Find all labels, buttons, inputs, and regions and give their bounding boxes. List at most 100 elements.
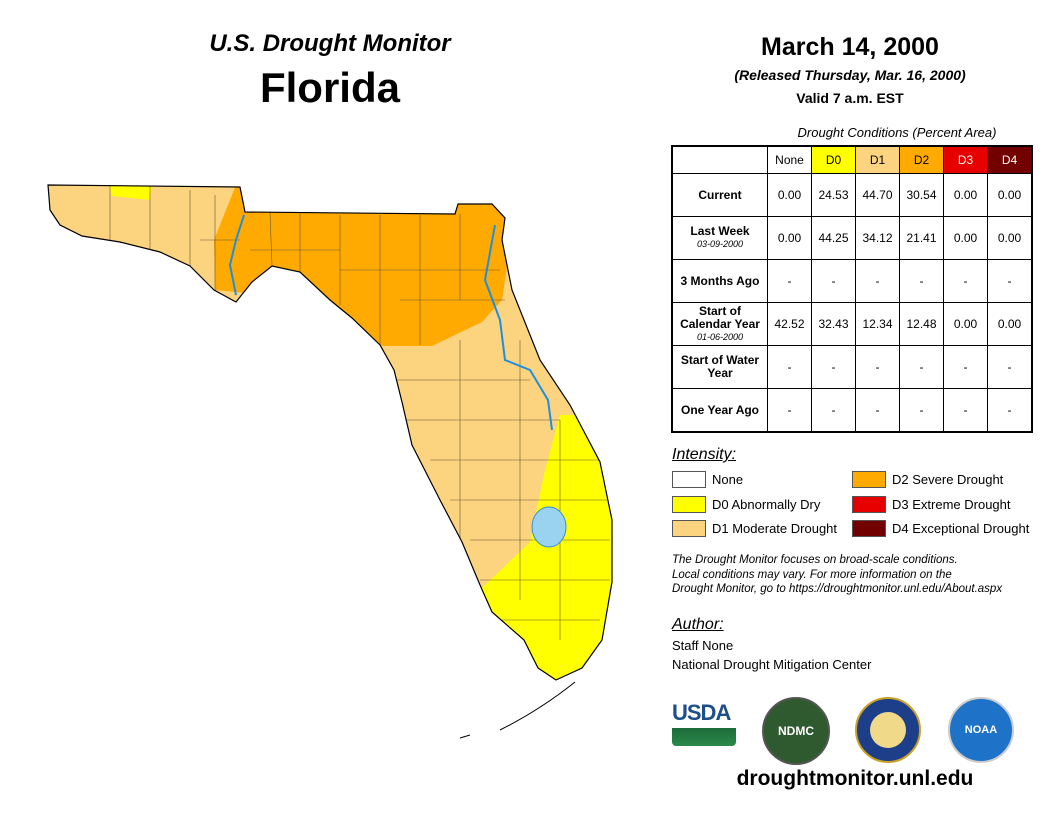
table-caption: Drought Conditions (Percent Area): [797, 125, 997, 140]
table-cell: 30.54: [899, 173, 944, 217]
table-row: Start of Calendar Year 01-06-2000 42.52 32.…: [671, 302, 1033, 346]
legend-label: D0 Abnormally Dry: [712, 496, 821, 512]
disclaimer-note: The Drought Monitor focuses on broad-sca…: [672, 553, 1042, 597]
table-row: Start of Water Year - - - - - -: [671, 345, 1033, 389]
table-cell: 0.00: [987, 216, 1033, 260]
legend-swatch: [672, 471, 706, 488]
legend-item: D4 Exceptional Drought: [852, 520, 1029, 537]
table-cell: -: [811, 345, 856, 389]
table-cell: 12.34: [855, 302, 900, 346]
author-heading: Author:: [672, 616, 724, 633]
table-cell: 42.52: [767, 302, 812, 346]
table-cell: -: [811, 388, 856, 433]
note-line: Drought Monitor, go to https://droughtmo…: [672, 583, 1003, 595]
note-line: Local conditions may vary. For more info…: [672, 568, 952, 581]
legend-label: D4 Exceptional Drought: [892, 521, 1030, 536]
col-d4: D4: [987, 145, 1033, 174]
table-cell: -: [767, 259, 812, 303]
map-title: Florida: [259, 64, 400, 111]
ndmc-logo: NDMC: [762, 697, 830, 765]
col-d1: D1: [855, 145, 900, 174]
row-label: One Year Ago: [671, 388, 768, 433]
table-cell: 44.25: [811, 216, 856, 260]
apalachicola-river: [228, 214, 245, 296]
commerce-seal-logo: [855, 697, 921, 763]
table-cell: 44.70: [855, 173, 900, 217]
table-cell: -: [899, 345, 944, 389]
table-cell: -: [987, 345, 1033, 389]
row-date: 01-06-2000: [696, 331, 744, 342]
table-cell: 0.00: [943, 216, 988, 260]
table-cell: -: [943, 259, 988, 303]
row-label: Start of Calendar Year 01-06-2000: [671, 302, 768, 346]
footer-url[interactable]: droughtmonitor.unl.edu: [736, 767, 974, 790]
author-name: Staff None: [672, 638, 734, 653]
table-cell: 0.00: [943, 302, 988, 346]
row-date: 03-09-2000: [696, 239, 744, 249]
table-cell: -: [855, 259, 900, 303]
lake-okeechobee: [531, 506, 567, 548]
row-label: 3 Months Ago: [671, 259, 768, 303]
legend-swatch: [852, 495, 886, 513]
table-cell: -: [987, 388, 1033, 433]
table-cell: 0.00: [987, 302, 1033, 346]
table-cell: 32.43: [811, 302, 856, 346]
table-cell: -: [899, 259, 944, 303]
row-label: Start of Water Year: [671, 345, 768, 389]
table-cell: 12.48: [899, 302, 944, 346]
legend-item: D1 Moderate Drought: [672, 520, 837, 537]
map-date: March 14, 2000: [761, 33, 939, 61]
release-date: (Released Thursday, Mar. 16, 2000): [734, 67, 966, 83]
usda-logo: USDA: [672, 700, 736, 748]
table-cell: 0.00: [767, 173, 812, 217]
map-subtitle: U.S. Drought Monitor: [209, 30, 451, 57]
table-cell: -: [767, 388, 812, 433]
table-row: One Year Ago - - - - - -: [671, 388, 1033, 433]
florida-keys: [459, 681, 576, 739]
d2-region: [214, 185, 520, 346]
legend-swatch: [672, 495, 706, 513]
table-cell: 0.00: [987, 173, 1033, 217]
note-line: The Drought Monitor focuses on broad-sca…: [672, 554, 958, 566]
table-cell: -: [943, 345, 988, 389]
noaa-logo: NOAA: [948, 697, 1014, 763]
table-cell: 0.00: [943, 173, 988, 217]
legend-swatch: [672, 520, 706, 537]
florida-map: [47, 184, 613, 739]
legend-label: D1 Moderate Drought: [712, 521, 838, 536]
table-cell: -: [855, 345, 900, 389]
legend-title: Intensity:: [672, 446, 737, 463]
table-cell: -: [855, 388, 900, 433]
legend-label: D3 Extreme Drought: [892, 496, 1011, 512]
row-label: Last Week 03-09-2000: [671, 216, 768, 260]
legend-swatch: [852, 520, 886, 537]
col-d0: D0: [811, 145, 856, 174]
table-row: 3 Months Ago - - - - - -: [671, 259, 1033, 303]
table-cell: 24.53: [811, 173, 856, 217]
drought-conditions-table: None D0 D1 D2 D3 D4 Current 0.00 24.53 44.7…: [671, 145, 1033, 433]
state-outline: [47, 184, 613, 681]
legend-swatch: [852, 471, 886, 488]
table-cell: -: [899, 388, 944, 433]
row-label: Current: [671, 173, 768, 217]
legend-item: None: [672, 471, 743, 488]
legend-item: D0 Abnormally Dry: [672, 495, 821, 513]
table-cell: -: [943, 388, 988, 433]
table-cell: 34.12: [855, 216, 900, 260]
table-cell: -: [987, 259, 1033, 303]
table-header-row: None D0 D1 D2 D3 D4: [672, 145, 1033, 174]
table-row: Last Week 03-09-2000 0.00 44.25 34.12 21.41 0.…: [671, 216, 1033, 260]
table-cell: 21.41: [899, 216, 944, 260]
legend-label: None: [712, 472, 744, 487]
col-none: None: [767, 145, 812, 174]
table-cell: -: [767, 345, 812, 389]
legend-item: D2 Severe Drought: [852, 471, 1003, 488]
legend-label: D2 Severe Drought: [892, 472, 1004, 487]
table-row: Current 0.00 24.53 44.70 30.54 0.00 0.00: [671, 173, 1033, 217]
st-johns-river: [483, 224, 553, 431]
author-org: National Drought Mitigation Center: [672, 657, 872, 672]
table-cell: -: [811, 259, 856, 303]
d0-region-panhandle: [108, 185, 152, 200]
table-cell: 0.00: [767, 216, 812, 260]
